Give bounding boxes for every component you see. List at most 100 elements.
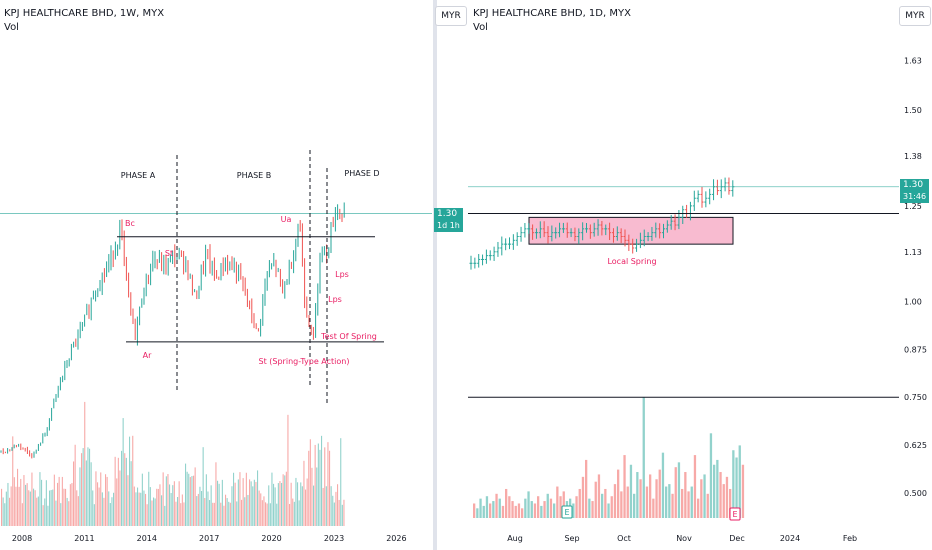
volume-bar: [623, 455, 626, 518]
volume-bar: [79, 467, 81, 526]
volume-bar: [53, 474, 55, 526]
volume-bar: [132, 435, 134, 526]
volume-bar: [697, 498, 700, 518]
volume-bar: [111, 497, 113, 526]
right-countdown: 31:46: [903, 192, 927, 201]
volume-bar: [687, 491, 690, 518]
volume-bar: [97, 482, 99, 526]
volume-bar: [210, 485, 212, 526]
volume-bar: [295, 477, 297, 526]
volume-bar: [681, 488, 684, 518]
weekly-chart[interactable]: PHASE A PHASE B PHASE D Bc St Ua Lps Lps Ar St (S…: [0, 0, 433, 550]
volume-bar: [81, 453, 83, 526]
volume-bar: [204, 497, 206, 526]
volume-bar: [226, 498, 228, 526]
volume-bar: [245, 472, 247, 526]
volume-bar: [684, 472, 687, 518]
volume-bar: [173, 481, 175, 526]
annotation-labels: PHASE A PHASE B PHASE D Bc St Ua Lps Lps Ar St (S…: [121, 169, 380, 366]
volume-bar: [661, 452, 665, 518]
volume-bar: [709, 433, 713, 518]
volume-bar: [90, 462, 92, 526]
volume-bar: [508, 496, 511, 518]
volume-bar: [23, 475, 25, 526]
volume-bar: [252, 486, 254, 526]
volume-bar: [546, 493, 549, 518]
volume-bar: [719, 472, 722, 518]
right-currency-button[interactable]: MYR: [899, 6, 931, 26]
local-spring-label: Local Spring: [607, 257, 656, 266]
volume-bar: [505, 488, 508, 518]
volume-bar: [116, 478, 118, 526]
volume-bar: [244, 497, 246, 526]
volume-bar: [145, 493, 147, 526]
volume-bar: [49, 490, 51, 526]
volume-bar: [277, 483, 279, 526]
volume-bar: [193, 475, 195, 526]
volume-bar: [242, 478, 244, 526]
time-axis[interactable]: 2008 2011 2014 2017 2020 2023 2026: [12, 534, 407, 543]
volume-bar: [324, 447, 326, 526]
volume-bar: [524, 498, 527, 518]
phase-d-label: PHASE D: [344, 169, 379, 178]
volume-bar: [533, 503, 537, 518]
volume-bar: [103, 497, 105, 526]
volume-bar: [156, 488, 158, 526]
volume-bar: [572, 503, 575, 518]
volume-bar: [327, 442, 329, 526]
volume-bar: [44, 498, 46, 526]
volume-bar: [521, 508, 524, 518]
volume-bar: [175, 501, 177, 526]
volume-bar: [61, 476, 63, 526]
volume-bar: [191, 476, 193, 526]
volume-bar: [613, 484, 617, 518]
volume-bar: [50, 490, 52, 526]
volume-bar: [303, 460, 305, 526]
volume-bar: [337, 484, 339, 526]
volume-bar: [217, 480, 219, 526]
price-tick-label: 1.13: [904, 248, 922, 257]
volume-bar: [321, 435, 323, 526]
volume-bar: [610, 496, 613, 518]
volume-bar: [100, 472, 102, 526]
volume-bar: [297, 482, 299, 526]
volume-bar: [237, 479, 239, 526]
volume-bar: [10, 486, 12, 526]
annotation-lines: [468, 186, 899, 398]
volume-bar: [257, 470, 259, 526]
volume-bar: [42, 505, 44, 526]
left-currency-button[interactable]: MYR: [435, 6, 467, 26]
volume-bar: [140, 492, 142, 526]
panel-divider[interactable]: [433, 0, 437, 550]
left-last-price-tag: 1.30 1d 1h: [434, 208, 463, 232]
lps-label: Lps: [328, 295, 342, 304]
volume-bar: [167, 474, 169, 526]
volume-bar: [213, 502, 215, 526]
volume-bar: [636, 472, 639, 518]
volume-bar: [633, 493, 636, 518]
volume-bar: [253, 479, 255, 526]
volume-bar: [202, 447, 204, 526]
volume-bar: [649, 474, 652, 518]
volume-bar: [333, 502, 335, 526]
right-volume-label: Vol: [473, 22, 488, 33]
volume-bar: [658, 469, 661, 518]
volume-bar: [290, 482, 292, 526]
volume-bar: [239, 472, 241, 526]
daily-chart[interactable]: Local Spring E E 1.63 1.50 1.38 1.25 1.13 1.00 0…: [437, 0, 932, 550]
volume-bar: [716, 459, 719, 518]
volume-bar: [501, 505, 505, 518]
volume-bar: [133, 486, 135, 526]
time-axis[interactable]: Aug Sep Oct Nov Dec 2024 Feb: [507, 534, 857, 543]
earnings-marker: [729, 507, 741, 521]
volume-bar: [495, 493, 498, 518]
volume-bar: [668, 484, 671, 518]
volume-bar: [482, 505, 485, 518]
volume-bar: [63, 488, 65, 526]
price-axis[interactable]: 1.63 1.50 1.38 1.25 1.13 1.00 0.875 0.750 0.625 0…: [904, 57, 927, 498]
volume-bar: [71, 483, 73, 526]
volume-bar: [101, 492, 103, 526]
price-tick-label: 0.625: [904, 441, 927, 450]
volume-bar: [517, 503, 521, 518]
time-tick-label: Oct: [617, 534, 631, 543]
